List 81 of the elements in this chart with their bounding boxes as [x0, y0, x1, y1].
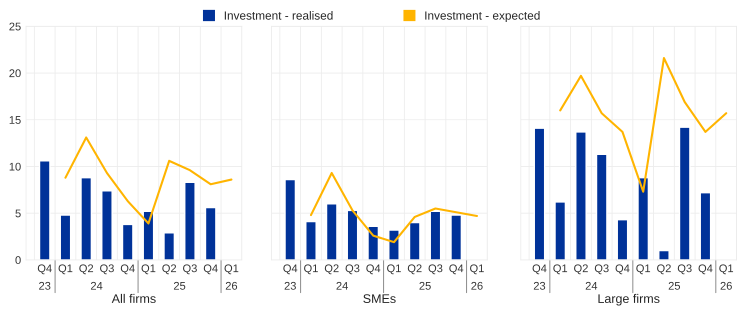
- x-tick-label: Q4: [616, 264, 630, 274]
- text: 23: [534, 282, 546, 290]
- x-tick-label: Q4: [698, 264, 713, 274]
- text: 26: [471, 282, 483, 290]
- bar: [80, 176, 92, 260]
- y-tick-label: 0: [15, 256, 21, 264]
- bar: [204, 206, 217, 260]
- x-tick-label: Q2: [408, 264, 422, 274]
- bar: [184, 182, 196, 260]
- bar: [60, 214, 72, 260]
- text: 23: [39, 282, 50, 290]
- x-tick-label: Q4: [120, 264, 135, 274]
- x-tick-label: Q4: [38, 264, 52, 274]
- bar: [637, 176, 650, 260]
- legend-label: Investment - realised: [224, 11, 333, 20]
- bar: [367, 226, 380, 260]
- text: 23: [284, 282, 296, 290]
- x-tick-label: Q3: [594, 264, 609, 274]
- bar: [326, 203, 338, 260]
- bar: [616, 219, 628, 260]
- x-tick-label: Q4: [449, 264, 464, 274]
- bar: [534, 127, 546, 260]
- bar: [346, 210, 358, 260]
- x-tick-label: Q3: [183, 264, 197, 274]
- x-tick-label: Q4: [366, 264, 380, 274]
- legend-label: Investment - expected: [425, 11, 540, 22]
- x-tick-label: Q2: [79, 264, 94, 274]
- y-tick-label: 20: [9, 69, 21, 78]
- text: 24: [90, 282, 102, 290]
- x-tick-label: Q1: [142, 264, 156, 274]
- text: 26: [720, 282, 732, 290]
- bar: [388, 229, 400, 260]
- x-tick-label: Q3: [346, 264, 360, 274]
- x-tick-label: Q1: [224, 264, 238, 274]
- bar: [678, 126, 691, 260]
- x-axis-title: Large firms: [598, 294, 660, 306]
- bar: [408, 222, 421, 260]
- x-axis-title: SMEs: [363, 294, 396, 304]
- x-tick-label: Q4: [532, 264, 547, 274]
- y-tick-label: 15: [10, 116, 21, 124]
- x-tick-label: Q3: [678, 264, 692, 274]
- x-tick-label: Q4: [283, 264, 298, 274]
- x-tick-label: Q2: [324, 264, 339, 274]
- x-tick-label: Q1: [58, 264, 72, 274]
- bar: [700, 192, 712, 260]
- bar: [596, 154, 608, 260]
- bar: [305, 220, 317, 260]
- text: 24: [336, 282, 348, 290]
- x-tick-label: Q2: [162, 264, 176, 274]
- bar: [450, 214, 462, 260]
- y-tick-label: 25: [9, 22, 21, 30]
- text: 24: [586, 282, 598, 290]
- x-tick-label: Q1: [387, 264, 401, 274]
- text: 25: [668, 282, 680, 290]
- bar: [575, 131, 587, 260]
- x-tick-label: Q1: [304, 264, 318, 274]
- x-tick-label: Q1: [470, 264, 484, 274]
- bar: [122, 224, 134, 260]
- bar: [658, 250, 670, 260]
- text: 25: [419, 282, 431, 290]
- x-tick-label: Q3: [100, 264, 114, 274]
- x-axis-title: All firms: [112, 294, 156, 304]
- bar: [554, 201, 566, 260]
- x-tick-label: Q4: [204, 264, 218, 274]
- bar: [163, 232, 176, 260]
- x-tick-label: Q1: [719, 264, 734, 274]
- bar: [284, 178, 296, 260]
- text: 25: [174, 282, 186, 290]
- text: 26: [226, 282, 238, 290]
- x-tick-label: Q2: [657, 264, 671, 274]
- line-series: [64, 136, 232, 225]
- x-tick-label: Q2: [574, 264, 588, 274]
- bar: [38, 160, 51, 260]
- x-tick-label: Q3: [428, 264, 442, 274]
- bar: [101, 190, 113, 260]
- y-tick-label: 10: [10, 162, 21, 171]
- y-tick-label: 5: [15, 210, 21, 218]
- x-tick-label: Q1: [553, 264, 568, 274]
- bar: [142, 210, 154, 260]
- bar: [430, 210, 442, 260]
- x-tick-label: Q1: [636, 264, 650, 274]
